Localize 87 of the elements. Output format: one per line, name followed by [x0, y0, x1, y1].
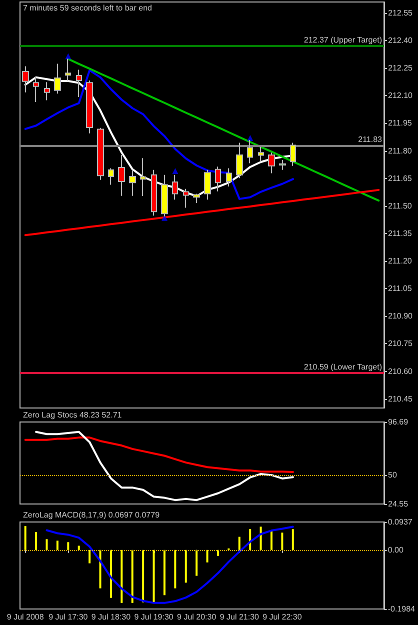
- bar: [174, 550, 176, 588]
- candlestick: [86, 80, 93, 134]
- y-tick-label: 211.80: [388, 146, 412, 156]
- bar: [67, 542, 70, 550]
- y-tick-label: 0.00: [388, 545, 404, 554]
- candlestick: [108, 168, 114, 186]
- chart-title: ZeroLag MACD(8,17,9) 0.0697 0.0779: [23, 510, 160, 520]
- bar: [196, 550, 198, 576]
- point: [247, 134, 254, 141]
- candlestick: [22, 66, 29, 93]
- bar: [46, 539, 48, 550]
- y-tick-label: 212.25: [388, 64, 414, 73]
- bar: [260, 526, 262, 550]
- candlestick: [290, 142, 296, 166]
- candlestick: [76, 69, 82, 98]
- x-tick-label: 9 Jul 18:30: [91, 612, 132, 622]
- bar: [142, 550, 144, 602]
- x-tick-label: 9 Jul 2008: [6, 612, 44, 622]
- y-tick-label: 210.90: [388, 312, 414, 321]
- y-tick-label: 212.40: [388, 36, 414, 46]
- candlestick: [33, 76, 39, 102]
- candlestick: [118, 154, 125, 196]
- bar: [35, 532, 38, 550]
- x-tick-label: 9 Jul 19:30: [134, 612, 174, 622]
- candlestick: [172, 174, 178, 200]
- chart-title: Zero Lag Stocs 48.23 52.71: [23, 410, 122, 420]
- candlestick: [44, 82, 50, 101]
- y-tick-label: 211.95: [388, 118, 412, 128]
- bar: [120, 550, 123, 603]
- candlestick: [268, 152, 275, 174]
- candlestick: [258, 146, 264, 162]
- ref-line-label: 212.37 (Upper Target): [304, 36, 382, 45]
- candlestick: [97, 127, 104, 180]
- candlestick: [151, 169, 157, 216]
- candlestick: [215, 166, 221, 192]
- candlestick: [226, 168, 232, 187]
- bar: [238, 536, 240, 550]
- candlestick: [54, 63, 61, 94]
- x-tick-label: 9 Jul 20:30: [177, 612, 217, 622]
- candlestick: [140, 158, 146, 196]
- y-tick-label: 0.0937: [388, 518, 413, 526]
- bar: [281, 532, 284, 550]
- y-tick-label: 50: [388, 470, 398, 480]
- point: [65, 53, 72, 60]
- y-tick-label: 212.55: [388, 8, 414, 18]
- bar: [184, 550, 187, 583]
- bar: [78, 546, 80, 550]
- ref-line-label: 211.83: [358, 134, 383, 144]
- y-tick-label: 211.50: [388, 201, 412, 210]
- y-tick-label: 211.65: [388, 174, 412, 183]
- candlestick: [129, 169, 136, 196]
- y-tick-label: -0.1984: [388, 604, 416, 614]
- y-tick-label: 211.35: [388, 228, 412, 238]
- x-tick-label: 9 Jul 17:30: [48, 612, 88, 622]
- y-tick-label: 212.10: [388, 91, 414, 100]
- x-tick-label: 9 Jul 21:30: [220, 612, 260, 622]
- candlestick: [279, 159, 286, 170]
- chart-title: 7 minutes 59 seconds left to bar end: [23, 4, 152, 12]
- y-tick-label: 210.60: [388, 366, 414, 376]
- bar: [206, 550, 208, 562]
- line-series: [24, 436, 294, 473]
- bar: [110, 550, 112, 598]
- candlestick: [193, 193, 200, 204]
- x-tick-label: 9 Jul 22:30: [262, 612, 302, 622]
- line-series: [24, 188, 380, 236]
- bar: [152, 550, 155, 603]
- bar: [270, 531, 272, 550]
- y-tick-label: 96.69: [388, 418, 409, 426]
- candlestick: [183, 188, 189, 208]
- candlestick: [204, 169, 211, 200]
- y-tick-label: 210.45: [388, 394, 414, 404]
- ref-line-label: 210.59 (Lower Target): [304, 362, 382, 372]
- y-tick-label: 211.20: [388, 256, 412, 266]
- line-series: [35, 430, 294, 502]
- bar: [216, 550, 219, 556]
- bar: [131, 550, 134, 603]
- y-tick-label: 211.05: [388, 284, 412, 294]
- bar: [56, 540, 58, 550]
- line-series: [46, 526, 294, 604]
- bar: [163, 550, 166, 596]
- bar: [24, 526, 26, 550]
- bar: [88, 550, 91, 564]
- y-tick-label: 210.75: [388, 339, 414, 348]
- point: [172, 168, 178, 174]
- y-tick-label: 24.55: [388, 500, 409, 508]
- bar: [292, 529, 294, 550]
- candlestick: [236, 142, 243, 179]
